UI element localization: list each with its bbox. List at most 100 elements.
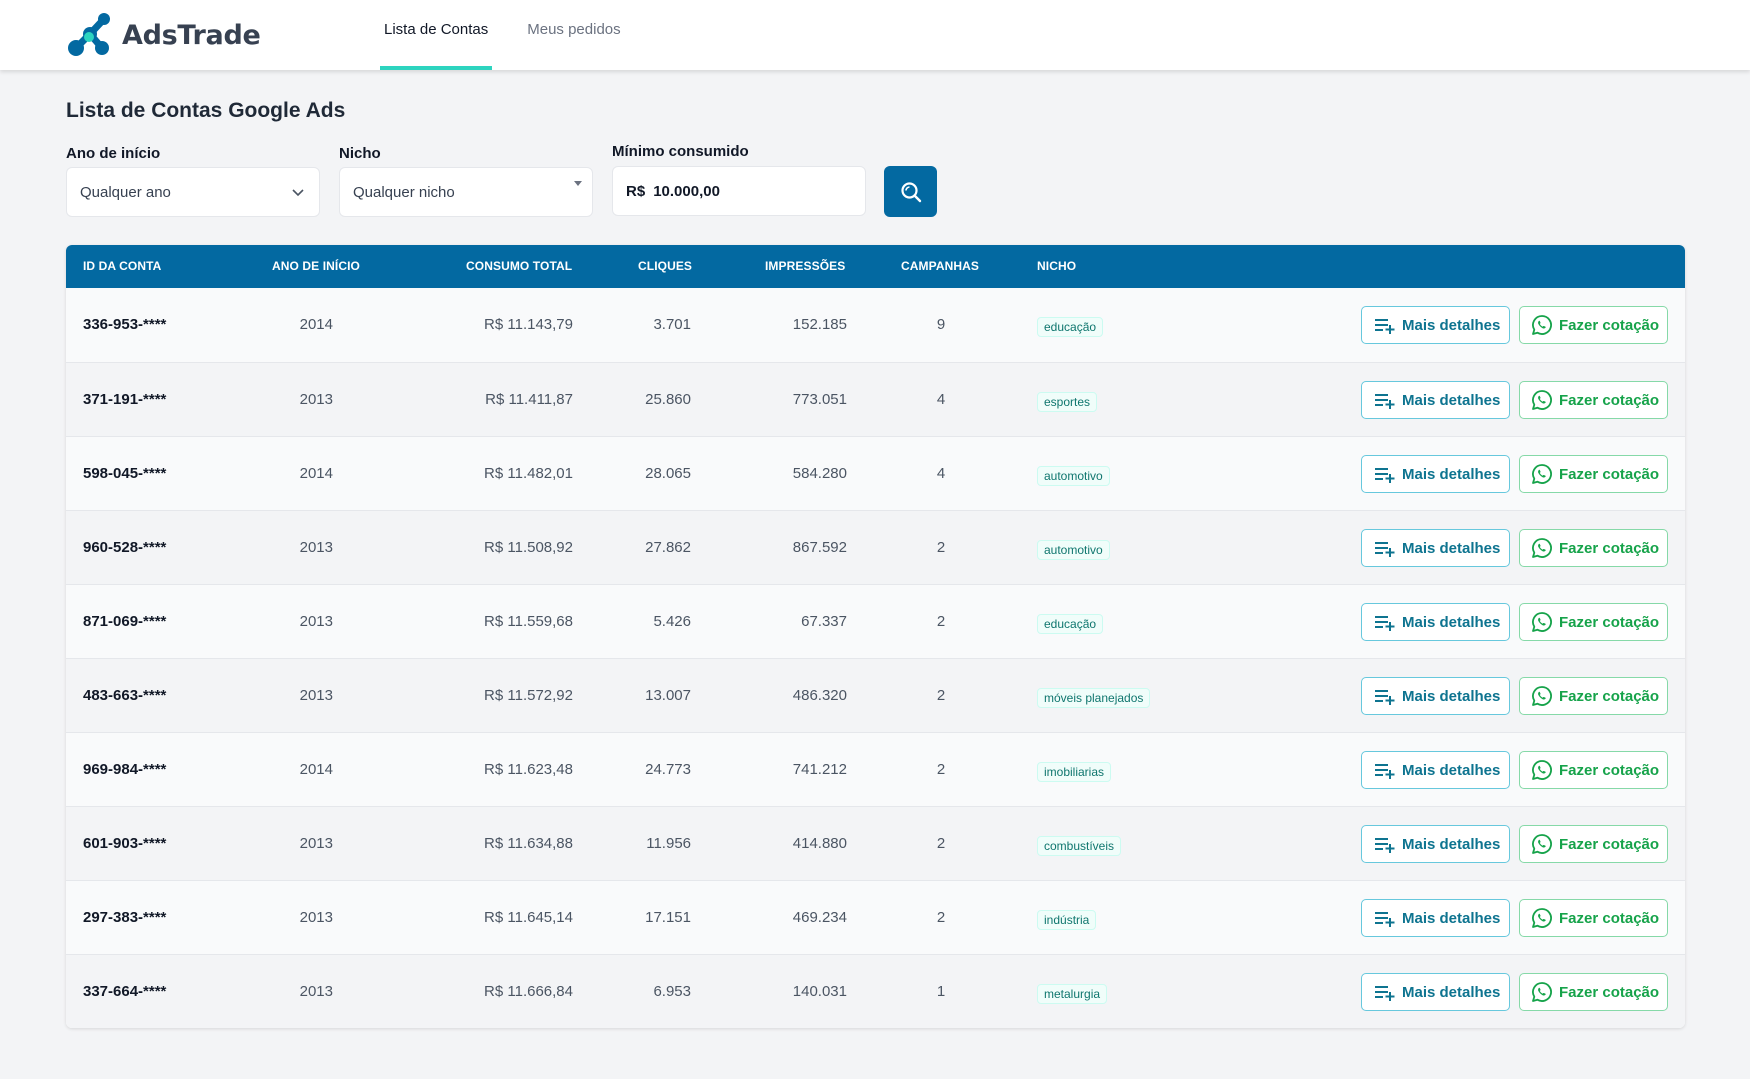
campaigns: 2: [936, 687, 946, 704]
more-details-button[interactable]: Mais detalhes: [1361, 677, 1510, 715]
top-header: AdsTrade Lista de Contas Meus pedidos: [0, 0, 1750, 70]
account-id: 371-191-****: [83, 391, 167, 408]
more-details-button[interactable]: Mais detalhes: [1361, 825, 1510, 863]
th-year: ANO DE INÍCIO: [272, 259, 360, 273]
playlist-add-icon: [1375, 690, 1395, 705]
th-clicks: CLIQUES: [638, 259, 693, 273]
campaigns: 4: [936, 391, 946, 408]
impressions: 414.880: [792, 835, 847, 852]
search-button[interactable]: [884, 166, 937, 217]
quote-button[interactable]: Fazer cotação: [1519, 306, 1668, 344]
year-select[interactable]: Qualquer ano: [66, 167, 320, 217]
playlist-add-icon: [1375, 838, 1395, 853]
account-id: 871-069-****: [83, 613, 167, 630]
more-details-label: Mais detalhes: [1402, 465, 1501, 483]
playlist-add-icon: [1375, 542, 1395, 557]
quote-button[interactable]: Fazer cotação: [1519, 899, 1668, 937]
quote-button[interactable]: Fazer cotação: [1519, 381, 1668, 419]
campaigns: 9: [936, 316, 946, 333]
table-body: 336-953-**** 2014 R$ 11.143,79 3.701 152…: [66, 288, 1685, 1028]
niche-badge: indústria: [1037, 910, 1097, 930]
more-details-button[interactable]: Mais detalhes: [1361, 973, 1510, 1011]
start-year: 2014: [299, 465, 333, 482]
total-consumption: R$ 11.645,14: [484, 909, 573, 926]
quote-button[interactable]: Fazer cotação: [1519, 603, 1668, 641]
min-consumed-input[interactable]: R$ 10.000,00: [612, 166, 866, 216]
more-details-button[interactable]: Mais detalhes: [1361, 751, 1510, 789]
more-details-label: Mais detalhes: [1402, 391, 1501, 409]
quote-button[interactable]: Fazer cotação: [1519, 973, 1668, 1011]
account-id: 483-663-****: [83, 687, 167, 704]
whatsapp-icon: [1532, 982, 1552, 1002]
table-row: 297-383-**** 2013 R$ 11.645,14 17.151 46…: [66, 880, 1685, 954]
quote-label: Fazer cotação: [1559, 835, 1660, 853]
whatsapp-icon: [1532, 908, 1552, 928]
logo-text: AdsTrade: [122, 19, 261, 51]
impressions: 152.185: [792, 316, 847, 333]
start-year: 2013: [299, 613, 333, 630]
total-consumption: R$ 11.623,48: [484, 761, 573, 778]
total-consumption: R$ 11.572,92: [484, 687, 573, 704]
impressions: 486.320: [792, 687, 847, 704]
quote-button[interactable]: Fazer cotação: [1519, 677, 1668, 715]
accounts-table: ID DA CONTA ANO DE INÍCIO CONSUMO TOTAL …: [66, 245, 1685, 1028]
campaigns: 2: [936, 909, 946, 926]
more-details-label: Mais detalhes: [1402, 613, 1501, 631]
total-consumption: R$ 11.634,88: [484, 835, 573, 852]
whatsapp-icon: [1532, 538, 1552, 558]
total-consumption: R$ 11.482,01: [484, 465, 573, 482]
more-details-button[interactable]: Mais detalhes: [1361, 306, 1510, 344]
niche-badge: automotivo: [1037, 466, 1110, 486]
playlist-add-icon: [1375, 986, 1395, 1001]
year-select-value: Qualquer ano: [80, 183, 171, 201]
quote-button[interactable]: Fazer cotação: [1519, 529, 1668, 567]
more-details-label: Mais detalhes: [1402, 983, 1501, 1001]
quote-button[interactable]: Fazer cotação: [1519, 455, 1668, 493]
quote-button[interactable]: Fazer cotação: [1519, 751, 1668, 789]
niche-badge: educação: [1037, 317, 1104, 337]
impressions: 773.051: [792, 391, 847, 408]
whatsapp-icon: [1532, 464, 1552, 484]
more-details-label: Mais detalhes: [1402, 687, 1501, 705]
table-header: ID DA CONTA ANO DE INÍCIO CONSUMO TOTAL …: [66, 245, 1685, 288]
tab-meus-pedidos[interactable]: Meus pedidos: [523, 0, 624, 70]
min-consumed-value: 10.000,00: [653, 182, 720, 200]
th-campaigns: CAMPANHAS: [901, 259, 980, 273]
table-row: 483-663-**** 2013 R$ 11.572,92 13.007 48…: [66, 658, 1685, 732]
caret-down-icon: [574, 181, 582, 186]
account-id: 598-045-****: [83, 465, 167, 482]
more-details-button[interactable]: Mais detalhes: [1361, 381, 1510, 419]
table-row: 337-664-**** 2013 R$ 11.666,84 6.953 140…: [66, 954, 1685, 1028]
clicks: 27.862: [645, 539, 691, 556]
more-details-button[interactable]: Mais detalhes: [1361, 529, 1510, 567]
clicks: 11.956: [646, 835, 691, 852]
playlist-add-icon: [1375, 912, 1395, 927]
campaigns: 1: [936, 983, 946, 1000]
more-details-button[interactable]: Mais detalhes: [1361, 899, 1510, 937]
quote-button[interactable]: Fazer cotação: [1519, 825, 1668, 863]
search-icon: [900, 181, 921, 202]
more-details-label: Mais detalhes: [1402, 316, 1501, 334]
tab-lista-de-contas[interactable]: Lista de Contas: [380, 0, 493, 70]
more-details-label: Mais detalhes: [1402, 761, 1501, 779]
start-year: 2013: [299, 835, 333, 852]
playlist-add-icon: [1375, 394, 1395, 409]
more-details-button[interactable]: Mais detalhes: [1361, 455, 1510, 493]
niche-badge: esportes: [1037, 392, 1098, 412]
table-row: 336-953-**** 2014 R$ 11.143,79 3.701 152…: [66, 288, 1685, 362]
quote-label: Fazer cotação: [1559, 761, 1660, 779]
more-details-button[interactable]: Mais detalhes: [1361, 603, 1510, 641]
impressions: 584.280: [792, 465, 847, 482]
th-impressions: IMPRESSÕES: [765, 259, 846, 273]
campaigns: 2: [936, 539, 946, 556]
playlist-add-icon: [1375, 764, 1395, 779]
total-consumption: R$ 11.411,87: [485, 391, 573, 408]
th-id: ID DA CONTA: [83, 259, 162, 273]
logo-icon: [68, 13, 110, 56]
app-logo[interactable]: AdsTrade: [66, 12, 261, 58]
impressions: 741.212: [792, 761, 847, 778]
quote-label: Fazer cotação: [1559, 539, 1660, 557]
niche-select[interactable]: Qualquer nicho: [339, 167, 593, 217]
account-id: 960-528-****: [83, 539, 167, 556]
impressions: 867.592: [792, 539, 847, 556]
